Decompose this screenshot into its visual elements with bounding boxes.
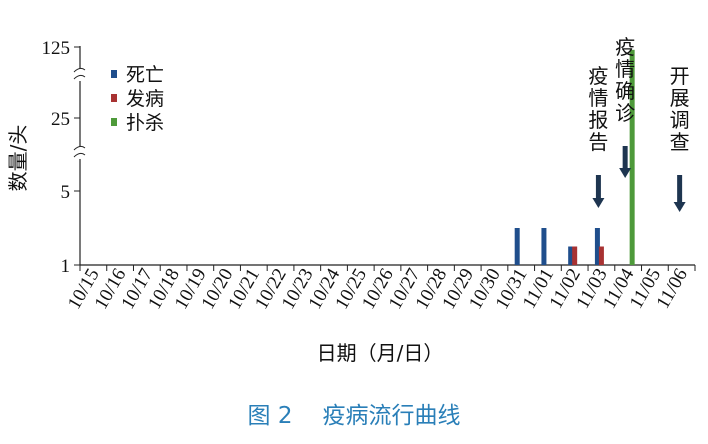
bar	[541, 228, 547, 265]
chart-axes	[73, 46, 696, 271]
x-tick-labels: 10/1510/1610/1710/1810/1910/2010/2110/22…	[64, 265, 692, 313]
annotation-char: 疫	[615, 35, 635, 59]
annotation-char: 确	[615, 79, 635, 103]
legend-label: 死亡	[126, 64, 164, 86]
y-axis-title: 数量/头	[6, 125, 30, 192]
annotation-char: 开	[670, 64, 690, 88]
annotation-arrowhead	[592, 198, 605, 208]
annotation-arrowhead	[673, 202, 686, 212]
annotation-char: 查	[670, 130, 690, 154]
annotation-char: 情	[588, 86, 608, 110]
bar	[598, 246, 604, 265]
legend-label: 扑杀	[126, 112, 164, 134]
annotation-char: 调	[670, 108, 690, 132]
axis-break-mark	[73, 152, 86, 158]
axis-break-mark	[73, 145, 86, 151]
y-tick-labels: 1 5 25 125	[42, 38, 71, 277]
annotation-char: 展	[670, 86, 690, 110]
annotation-char: 疫	[588, 64, 608, 88]
axis-break-mark	[73, 74, 86, 80]
legend-label: 发病	[126, 88, 164, 110]
x-axis-title: 日期（月/日）	[317, 341, 444, 365]
caption-label: 图 2	[247, 403, 293, 429]
annotation-char: 报	[588, 108, 608, 132]
legend-swatch	[111, 94, 117, 102]
legend-swatch	[111, 118, 117, 126]
legend-swatch	[111, 70, 117, 78]
y-tick-label: 5	[61, 182, 71, 203]
bar	[568, 246, 574, 265]
y-tick-label: 125	[42, 38, 71, 59]
caption-title: 疫病流行曲线	[322, 403, 461, 429]
annotation-char: 情	[615, 57, 635, 81]
axis-break-mark	[73, 67, 86, 73]
bar	[572, 246, 578, 265]
bar	[514, 228, 520, 265]
y-tick-label: 25	[51, 109, 70, 130]
y-tick-label: 1	[61, 256, 71, 277]
chart-bars	[514, 49, 635, 266]
annotation-char: 告	[588, 130, 608, 154]
bar	[629, 49, 635, 266]
annotation-char: 诊	[615, 101, 635, 125]
bar	[594, 228, 600, 265]
annotation-arrowhead	[619, 168, 632, 178]
figure-caption: 图 2 疫病流行曲线	[0, 396, 708, 430]
